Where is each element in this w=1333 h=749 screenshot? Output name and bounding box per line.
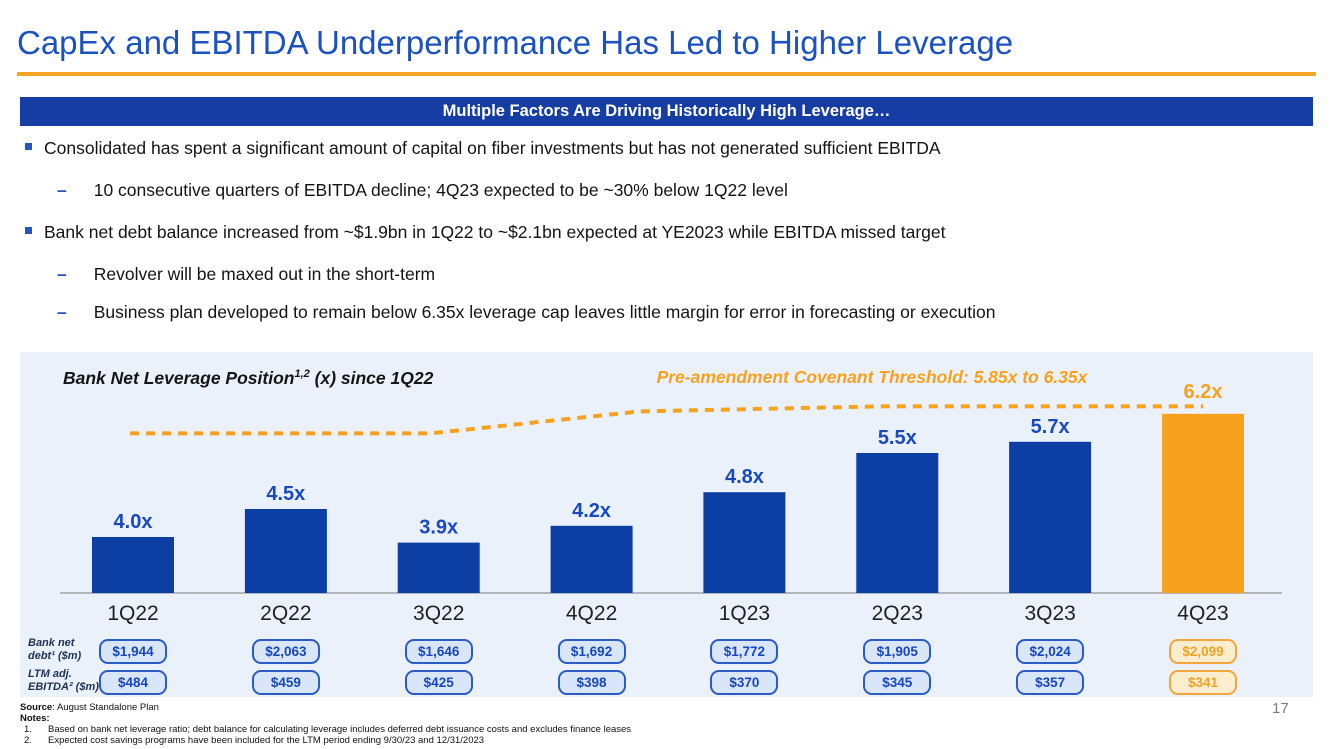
bank-net-debt-chip-3Q22: $1,646 <box>404 639 473 664</box>
bullet-text: Business plan developed to remain below … <box>93 302 996 322</box>
bar-3Q23 <box>1009 441 1092 593</box>
bar-value-label: 3.9x <box>419 517 458 539</box>
x-axis-label: 1Q23 <box>719 602 770 625</box>
bar-1Q23 <box>703 492 786 593</box>
sub-bullet-item: – 10 consecutive quarters of EBITDA decli… <box>57 180 788 201</box>
bar-1Q22 <box>92 537 174 593</box>
leverage-bar-chart: 4.0x 1Q22 4.5x 2Q22 3.9x 3Q22 4.2x 4Q22 4.8x 1Q23… <box>60 381 1282 625</box>
page-title: CapEx and EBITDA Underperformance Has Le… <box>17 24 1014 61</box>
bank-net-debt-chip-3Q23: $2,024 <box>1016 639 1085 664</box>
bullet-text: Consolidated has spent a significant amo… <box>44 138 941 158</box>
notes-label: Notes: <box>20 713 50 724</box>
ltm-ebitda-chip-3Q22: $425 <box>404 670 473 695</box>
leverage-chart-panel: Bank Net Leverage Position1,2 (x) since … <box>20 352 1313 697</box>
ltm-ebitda-chip-3Q23: $357 <box>1016 670 1085 695</box>
chart-title-footnote-marker: 1,2 <box>294 368 310 381</box>
bar-value-label: 5.7x <box>1031 416 1070 438</box>
chart-title-rest: (x) since 1Q22 <box>309 368 434 388</box>
ltm-ebitda-chip-2Q22: $459 <box>251 670 320 695</box>
bar-value-label: 4.8x <box>725 466 764 488</box>
source-line: Source: August Standalone Plan <box>20 702 159 713</box>
bullet-text: 10 consecutive quarters of EBITDA declin… <box>93 180 788 200</box>
bar-2Q23 <box>856 453 939 593</box>
ltm-ebitda-chip-1Q22: $484 <box>99 670 167 695</box>
bullet-item: Consolidated has spent a significant amo… <box>25 138 941 159</box>
bullet-text: Bank net debt balance increased from ~$1… <box>44 222 946 242</box>
covenant-threshold-label: Pre-amendment Covenant Threshold: 5.85x … <box>656 367 1088 387</box>
ltm-ebitda-chip-2Q23: $345 <box>863 670 932 695</box>
section-banner-text: Multiple Factors Are Driving Historicall… <box>442 102 891 120</box>
dash-icon: – <box>57 264 67 284</box>
bar-value-label: 4.0x <box>114 511 153 533</box>
bullet-text: Revolver will be maxed out in the short-… <box>93 264 436 284</box>
chart-title-main: Bank Net Leverage Position <box>63 368 295 388</box>
bar-value-label: 4.5x <box>266 483 305 505</box>
bullet-square-icon <box>25 143 32 150</box>
bank-net-debt-chip-4Q22: $1,692 <box>557 639 626 664</box>
sub-bullet-item: – Business plan developed to remain below… <box>57 302 995 323</box>
row-label-ltm-ebitda: LTM adj. EBITDA² ($m) <box>28 668 99 694</box>
row-label-bank-net-debt: Bank net debt¹ ($m) <box>28 637 82 663</box>
bank-net-debt-chip-1Q22: $1,944 <box>99 639 167 664</box>
bar-4Q23 <box>1162 413 1244 593</box>
x-axis-label: 2Q23 <box>872 602 923 625</box>
covenant-threshold-line <box>130 404 1203 436</box>
x-axis-label: 3Q23 <box>1024 602 1075 625</box>
dash-icon: – <box>57 180 67 200</box>
bar-value-label: 5.5x <box>878 427 917 449</box>
x-axis-label: 2Q22 <box>260 602 311 625</box>
chart-title: Bank Net Leverage Position1,2 (x) since … <box>63 368 433 389</box>
bullet-square-icon <box>25 227 32 234</box>
footnote-2: 2. Expected cost savings programs have be… <box>24 735 485 746</box>
bank-net-debt-chip-1Q23: $1,772 <box>710 639 779 664</box>
bar-2Q22 <box>244 509 327 593</box>
x-axis-label: 4Q23 <box>1177 602 1228 625</box>
ltm-ebitda-chip-4Q23: $341 <box>1168 670 1237 695</box>
bar-4Q22 <box>550 525 633 593</box>
ltm-ebitda-chip-4Q22: $398 <box>557 670 626 695</box>
title-underline <box>17 72 1316 76</box>
bar-3Q22 <box>397 542 480 593</box>
bank-net-debt-chip-4Q23: $2,099 <box>1168 639 1237 664</box>
bar-value-label: 6.2x <box>1184 381 1223 403</box>
page-number: 17 <box>1272 700 1289 717</box>
x-axis-label: 3Q22 <box>413 602 464 625</box>
ltm-ebitda-chip-1Q23: $370 <box>710 670 779 695</box>
bullet-item: Bank net debt balance increased from ~$1… <box>25 222 946 243</box>
bank-net-debt-chip-2Q22: $2,063 <box>251 639 320 664</box>
bar-value-label: 4.2x <box>572 500 611 522</box>
bank-net-debt-chip-2Q23: $1,905 <box>863 639 932 664</box>
x-axis-label: 4Q22 <box>566 602 617 625</box>
footnote-1: 1. Based on bank net leverage ratio; debt… <box>24 724 632 735</box>
dash-icon: – <box>57 302 67 322</box>
section-banner: Multiple Factors Are Driving Historicall… <box>20 97 1313 126</box>
sub-bullet-item: – Revolver will be maxed out in the short… <box>57 264 435 285</box>
x-axis-label: 1Q22 <box>107 602 158 625</box>
